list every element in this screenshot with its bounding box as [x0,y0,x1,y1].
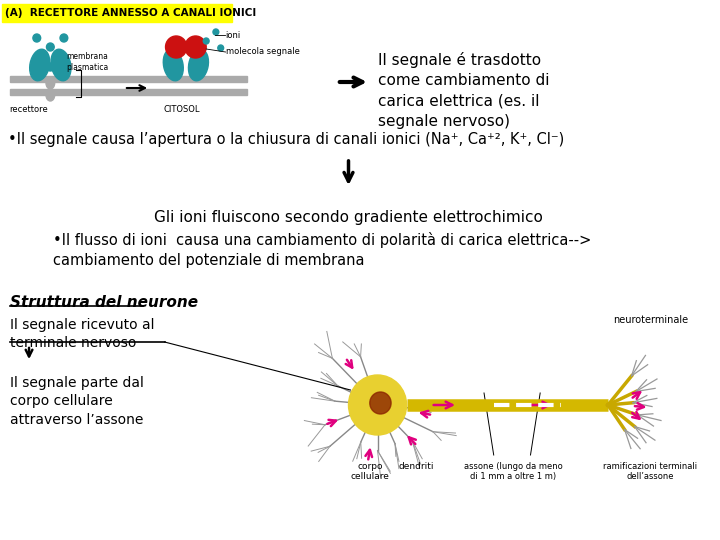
Text: Il segnale é trasdotto
come cambiamento di
carica elettrica (es. il
segnale nerv: Il segnale é trasdotto come cambiamento … [377,52,549,129]
Text: •Il segnale causa l’apertura o la chiusura di canali ionici (Na⁺, Ca⁺², K⁺, Cl⁻): •Il segnale causa l’apertura o la chiusu… [8,132,564,147]
Circle shape [348,375,407,435]
Bar [9,89,247,95]
Text: (A)  RECETTORE ANNESSO A CANALI IONICI: (A) RECETTORE ANNESSO A CANALI IONICI [5,8,256,18]
Text: Gli ioni fluiscono secondo gradiente elettrochimico: Gli ioni fluiscono secondo gradiente ele… [154,210,543,225]
Ellipse shape [163,49,184,81]
Circle shape [60,34,68,42]
Ellipse shape [46,77,55,89]
Text: •Il flusso di ioni  causa una cambiamento di polarità di carica elettrica-->
cam: •Il flusso di ioni causa una cambiamento… [53,232,592,268]
Ellipse shape [46,89,55,101]
Circle shape [47,63,54,71]
Bar [2,4,233,22]
Text: corpo
cellulare: corpo cellulare [351,462,390,481]
Text: CITOSOL: CITOSOL [163,105,200,114]
Ellipse shape [189,49,209,81]
Circle shape [213,29,219,35]
Circle shape [47,43,54,51]
Circle shape [203,38,209,44]
Text: Il segnale ricevuto al
terminale nervoso: Il segnale ricevuto al terminale nervoso [9,318,154,350]
Circle shape [53,53,61,61]
Circle shape [166,36,186,58]
Text: assone (lungo da meno
di 1 mm a oltre 1 m): assone (lungo da meno di 1 mm a oltre 1 … [464,462,562,481]
Ellipse shape [51,49,71,81]
Circle shape [40,53,48,61]
Text: neuroterminale: neuroterminale [613,315,688,325]
Circle shape [218,45,224,51]
Circle shape [370,392,391,414]
Text: membrana
plasmatica: membrana plasmatica [66,52,108,72]
Text: ioni: ioni [225,30,240,39]
Ellipse shape [30,49,50,81]
Circle shape [185,36,206,58]
Text: Il segnale parte dal
corpo cellulare
attraverso l’assone: Il segnale parte dal corpo cellulare att… [9,376,143,427]
Bar [9,76,247,82]
Text: Struttura del neurone: Struttura del neurone [9,295,198,310]
Text: ramificazioni terminali
dell’assone: ramificazioni terminali dell’assone [603,462,698,481]
Text: molecola segnale: molecola segnale [225,48,300,57]
Circle shape [33,34,40,42]
Text: dendriti: dendriti [398,462,434,471]
Text: recettore: recettore [9,105,48,114]
